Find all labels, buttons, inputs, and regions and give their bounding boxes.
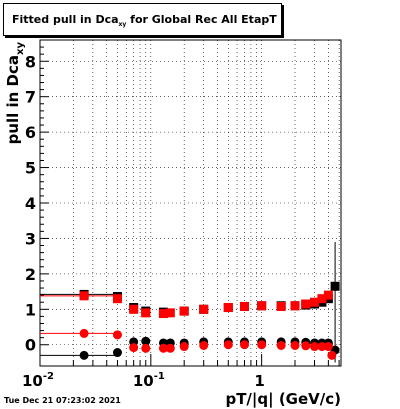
data-point-circle <box>301 341 311 351</box>
data-point-circle <box>79 328 89 338</box>
y-tick-label: 5 <box>25 159 36 178</box>
data-point-circle <box>79 350 89 360</box>
data-point-circle <box>276 340 286 350</box>
data-point-square <box>199 304 209 314</box>
data-point-square <box>223 303 233 313</box>
y-tick-label: 3 <box>25 229 36 248</box>
data-point-square <box>317 294 327 304</box>
data-point-square <box>165 308 175 318</box>
timestamp: Tue Dec 21 07:23:02 2021 <box>4 396 121 405</box>
data-point-square <box>310 297 320 307</box>
data-point-circle <box>141 343 151 353</box>
y-tick-label: 1 <box>25 300 36 319</box>
data-point-circle <box>290 340 300 350</box>
data-point-circle <box>239 340 249 350</box>
y-tick-label: 0 <box>25 336 36 355</box>
title-sub: xy <box>118 21 127 28</box>
x-tick-label: 1 <box>254 372 264 390</box>
data-point-square <box>158 309 168 319</box>
data-point-square <box>179 306 189 316</box>
data-point-circle <box>223 340 233 350</box>
data-point-circle <box>317 342 327 352</box>
data-point-circle <box>112 348 122 358</box>
data-point-circle <box>129 343 139 353</box>
data-point-circle <box>310 342 320 352</box>
y-tick-label: 2 <box>25 265 36 284</box>
data-point-square <box>301 299 311 309</box>
chart-title: Fitted pull in Dcaxy for Global Rec All … <box>12 13 277 28</box>
x-axis-label: pT/|q| (GeV/c) <box>225 390 341 409</box>
data-point-circle <box>165 343 175 353</box>
y-tick-label: 8 <box>25 52 36 71</box>
data-point-square <box>257 301 267 311</box>
data-point-square <box>323 290 333 300</box>
data-point-circle <box>327 350 337 360</box>
data-point-circle <box>158 343 168 353</box>
data-point-square <box>276 301 286 311</box>
chart-title-box: Fitted pull in Dcaxy for Global Rec All … <box>3 3 282 36</box>
data-point-square <box>141 308 151 318</box>
data-point-circle <box>112 330 122 340</box>
data-point-circle <box>199 340 209 350</box>
data-point-circle <box>257 340 267 350</box>
x-tick-label: 10-2 <box>22 371 54 390</box>
data-point-circle <box>179 342 189 352</box>
y-tick-label: 6 <box>25 123 36 142</box>
data-point-square <box>79 291 89 301</box>
data-point-square <box>112 294 122 304</box>
data-point-square <box>330 281 340 291</box>
data-point-square <box>239 301 249 311</box>
y-tick-label: 7 <box>25 88 36 107</box>
data-point-square <box>290 301 300 311</box>
plot-area <box>40 40 341 366</box>
y-axis-label: pull in Dcaxy <box>4 42 26 145</box>
y-tick-label: 4 <box>25 194 36 213</box>
data-point-circle <box>141 336 151 346</box>
title-rest: for Global Rec All EtapT <box>126 13 277 26</box>
data-point-square <box>129 304 139 314</box>
x-tick-label: 10-1 <box>133 371 165 390</box>
data-point-circle <box>323 342 333 352</box>
title-main: Fitted pull in Dca <box>12 13 119 26</box>
